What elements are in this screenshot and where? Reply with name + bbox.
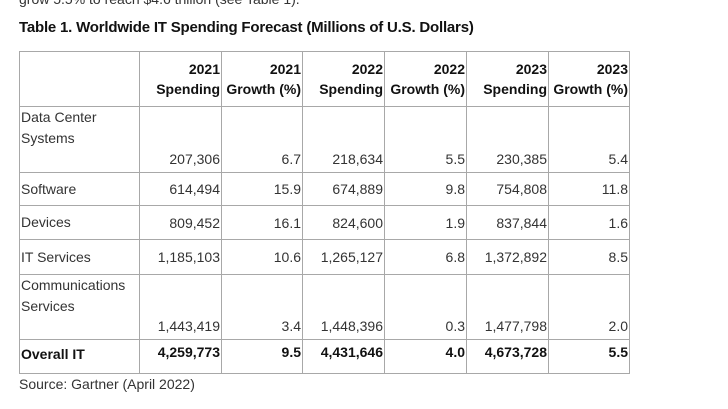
value-cell: 6.7 [221, 106, 303, 173]
value-cell: 230,385 [466, 106, 549, 173]
value-cell: 15.9 [221, 172, 303, 206]
value-cell: 4,673,728 [466, 339, 549, 374]
value-cell: 1.6 [548, 205, 630, 240]
value-cell: 5.4 [548, 106, 630, 173]
value-cell: 674,889 [302, 172, 385, 206]
value-cell: 11.8 [548, 172, 630, 206]
value-cell: 207,306 [139, 106, 222, 173]
value-cell: 2.0 [548, 274, 630, 340]
table-row: Software 614,494 15.9 674,889 9.8 754,80… [19, 172, 630, 206]
table-row: Communications Services 1,443,419 3.4 1,… [19, 274, 630, 340]
header-cell: 2022 Spending [302, 51, 385, 107]
source-note: Source: Gartner (April 2022) [19, 376, 195, 392]
value-cell: 1.9 [384, 205, 467, 240]
table-row: Devices 809,452 16.1 824,600 1.9 837,844… [19, 205, 630, 240]
value-cell: 8.5 [548, 239, 630, 275]
preceding-paragraph-fragment: grow 5.5% to reach $4.6 trillion (see Ta… [19, 0, 300, 7]
segment-label: Data Center Systems [19, 106, 140, 173]
total-row: Overall IT 4,259,773 9.5 4,431,646 4.0 4… [19, 339, 630, 374]
value-cell: 837,844 [466, 205, 549, 240]
value-cell: 4,431,646 [302, 339, 385, 374]
header-cell-segment [19, 51, 140, 107]
table-row: IT Services 1,185,103 10.6 1,265,127 6.8… [19, 239, 630, 275]
segment-label: Software [19, 172, 140, 206]
value-cell: 10.6 [221, 239, 303, 275]
value-cell: 614,494 [139, 172, 222, 206]
value-cell: 1,477,798 [466, 274, 549, 340]
header-row: 2021 Spending 2021 Growth (%) 2022 Spending… [19, 51, 630, 107]
segment-label: IT Services [19, 239, 140, 275]
header-cell: 2023 Spending [466, 51, 549, 107]
it-spending-table: 2021 Spending 2021 Growth (%) 2022 Spending… [19, 51, 630, 374]
value-cell: 0.3 [384, 274, 467, 340]
value-cell: 9.5 [221, 339, 303, 374]
value-cell: 16.1 [221, 205, 303, 240]
header-cell: 2023 Growth (%) [548, 51, 630, 107]
segment-label: Devices [19, 205, 140, 240]
value-cell: 6.8 [384, 239, 467, 275]
segment-label: Communications Services [19, 274, 140, 340]
value-cell: 809,452 [139, 205, 222, 240]
table-title: Table 1. Worldwide IT Spending Forecast … [19, 19, 474, 36]
segment-label: Overall IT [19, 339, 140, 374]
header-cell: 2022 Growth (%) [384, 51, 467, 107]
table-row: Data Center Systems 207,306 6.7 218,634 … [19, 106, 630, 173]
value-cell: 9.8 [384, 172, 467, 206]
value-cell: 754,808 [466, 172, 549, 206]
value-cell: 1,372,892 [466, 239, 549, 275]
value-cell: 1,443,419 [139, 274, 222, 340]
value-cell: 3.4 [221, 274, 303, 340]
value-cell: 4.0 [384, 339, 467, 374]
value-cell: 1,185,103 [139, 239, 222, 275]
value-cell: 824,600 [302, 205, 385, 240]
value-cell: 4,259,773 [139, 339, 222, 374]
value-cell: 218,634 [302, 106, 385, 173]
value-cell: 5.5 [384, 106, 467, 173]
value-cell: 5.5 [548, 339, 630, 374]
header-cell: 2021 Spending [139, 51, 222, 107]
header-cell: 2021 Growth (%) [221, 51, 303, 107]
value-cell: 1,265,127 [302, 239, 385, 275]
value-cell: 1,448,396 [302, 274, 385, 340]
